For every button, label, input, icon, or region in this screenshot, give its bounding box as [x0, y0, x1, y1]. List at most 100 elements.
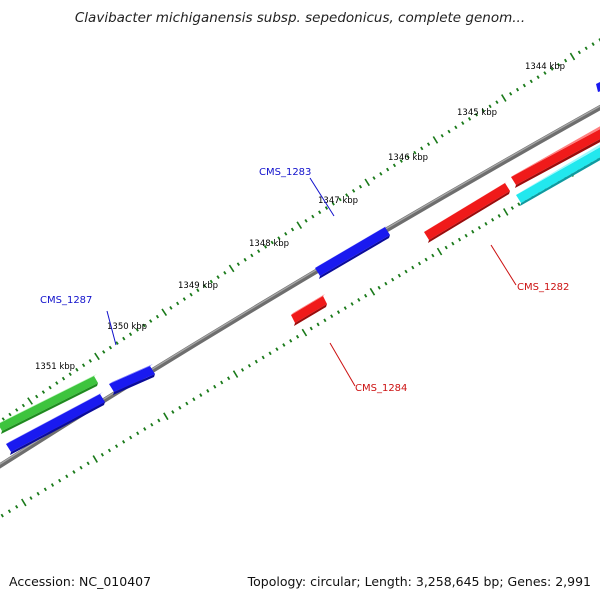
feature-blue[interactable]	[315, 225, 390, 279]
minor-tick	[444, 245, 448, 250]
minor-tick	[0, 513, 4, 518]
major-tick	[296, 221, 303, 230]
minor-tick	[240, 368, 245, 372]
feature-blue[interactable]	[596, 80, 600, 92]
minor-tick	[309, 326, 313, 331]
major-tick	[27, 397, 33, 405]
ruler-label: 1346 kbp	[388, 153, 428, 163]
minor-tick	[122, 336, 126, 341]
minor-tick	[149, 319, 153, 323]
major-tick	[92, 455, 98, 463]
feature-red[interactable]	[291, 294, 327, 326]
minor-tick	[406, 155, 410, 159]
feature-green[interactable]	[0, 374, 98, 434]
minor-tick	[176, 301, 180, 306]
major-tick	[364, 178, 370, 187]
minor-tick	[488, 104, 492, 109]
minor-tick	[461, 121, 465, 125]
gene-label-cms-1283[interactable]: CMS_1283	[259, 167, 311, 178]
major-tick	[501, 94, 507, 102]
minor-tick	[491, 218, 495, 222]
gene-label-cms-1287[interactable]: CMS_1287	[40, 295, 92, 306]
minor-tick	[50, 483, 55, 487]
feature-red[interactable]	[424, 181, 510, 243]
minor-tick	[114, 444, 119, 448]
leader-lines	[106, 177, 517, 387]
major-tick	[436, 247, 443, 256]
minor-tick	[29, 496, 33, 500]
minor-tick	[277, 236, 281, 240]
minor-tick	[417, 261, 422, 266]
ruler-label: 1344 kbp	[525, 62, 565, 72]
ruler-label: 1347 kbp	[318, 196, 358, 206]
minor-tick	[15, 408, 19, 412]
feature-blue[interactable]	[6, 392, 105, 455]
minor-tick	[358, 184, 363, 189]
minor-tick	[182, 297, 186, 301]
minor-tick	[420, 146, 424, 151]
minor-tick	[192, 397, 196, 402]
minor-tick	[58, 478, 62, 483]
minor-tick	[128, 332, 133, 337]
minor-tick	[169, 306, 173, 310]
major-tick	[161, 308, 168, 317]
minor-tick	[290, 227, 295, 232]
minor-tick	[35, 394, 39, 399]
minor-tick	[324, 206, 329, 210]
minor-tick	[86, 461, 90, 466]
minor-tick	[474, 112, 478, 117]
minor-tick	[68, 372, 72, 377]
minor-tick	[399, 159, 403, 163]
minor-tick	[289, 339, 293, 343]
minor-tick	[79, 465, 83, 470]
ruler-label: 1349 kbp	[178, 281, 218, 291]
minor-tick	[495, 100, 499, 104]
minor-tick	[142, 323, 146, 328]
major-tick	[432, 136, 439, 144]
feature-blue[interactable]	[109, 364, 155, 395]
minor-tick	[107, 448, 112, 453]
minor-tick	[171, 410, 175, 414]
minor-tick	[295, 334, 300, 339]
gene-label-cms-1282[interactable]: CMS_1282	[517, 282, 569, 293]
gene-label-cms-1284[interactable]: CMS_1284	[355, 383, 407, 394]
minor-tick	[318, 210, 322, 215]
minor-tick	[379, 172, 383, 176]
minor-tick	[413, 150, 417, 155]
minor-tick	[550, 67, 554, 71]
minor-tick	[8, 412, 12, 417]
minor-tick	[350, 302, 354, 306]
feature-cyan[interactable]	[516, 142, 600, 206]
minor-tick	[102, 350, 106, 354]
minor-tick	[157, 418, 161, 423]
minor-tick	[81, 363, 86, 368]
minor-tick	[150, 422, 154, 427]
feature-red[interactable]	[511, 124, 600, 188]
minor-tick	[7, 509, 12, 514]
minor-tick	[55, 381, 59, 385]
ruler-label: 1350 kbp	[107, 322, 147, 332]
minor-tick	[100, 452, 104, 457]
minor-tick	[115, 341, 119, 345]
minor-tick	[41, 390, 46, 394]
minor-tick	[284, 232, 288, 236]
minor-tick	[577, 50, 581, 55]
minor-tick	[397, 273, 401, 278]
minor-tick	[48, 385, 52, 390]
ruler-label: 1345 kbp	[457, 108, 497, 118]
minor-tick	[391, 277, 395, 282]
minor-tick	[343, 306, 347, 310]
minor-tick	[404, 269, 408, 274]
topology-summary: Topology: circular; Length: 3,258,645 bp…	[247, 574, 591, 589]
minor-tick	[223, 271, 227, 275]
minor-tick	[270, 240, 274, 245]
minor-tick	[447, 129, 451, 134]
minor-tick	[424, 257, 428, 262]
feature-layer	[0, 80, 600, 455]
minor-tick	[471, 229, 475, 234]
inner-tick-ring	[0, 155, 599, 518]
minor-tick	[364, 293, 368, 298]
minor-tick	[72, 470, 76, 474]
minor-tick	[477, 225, 481, 230]
